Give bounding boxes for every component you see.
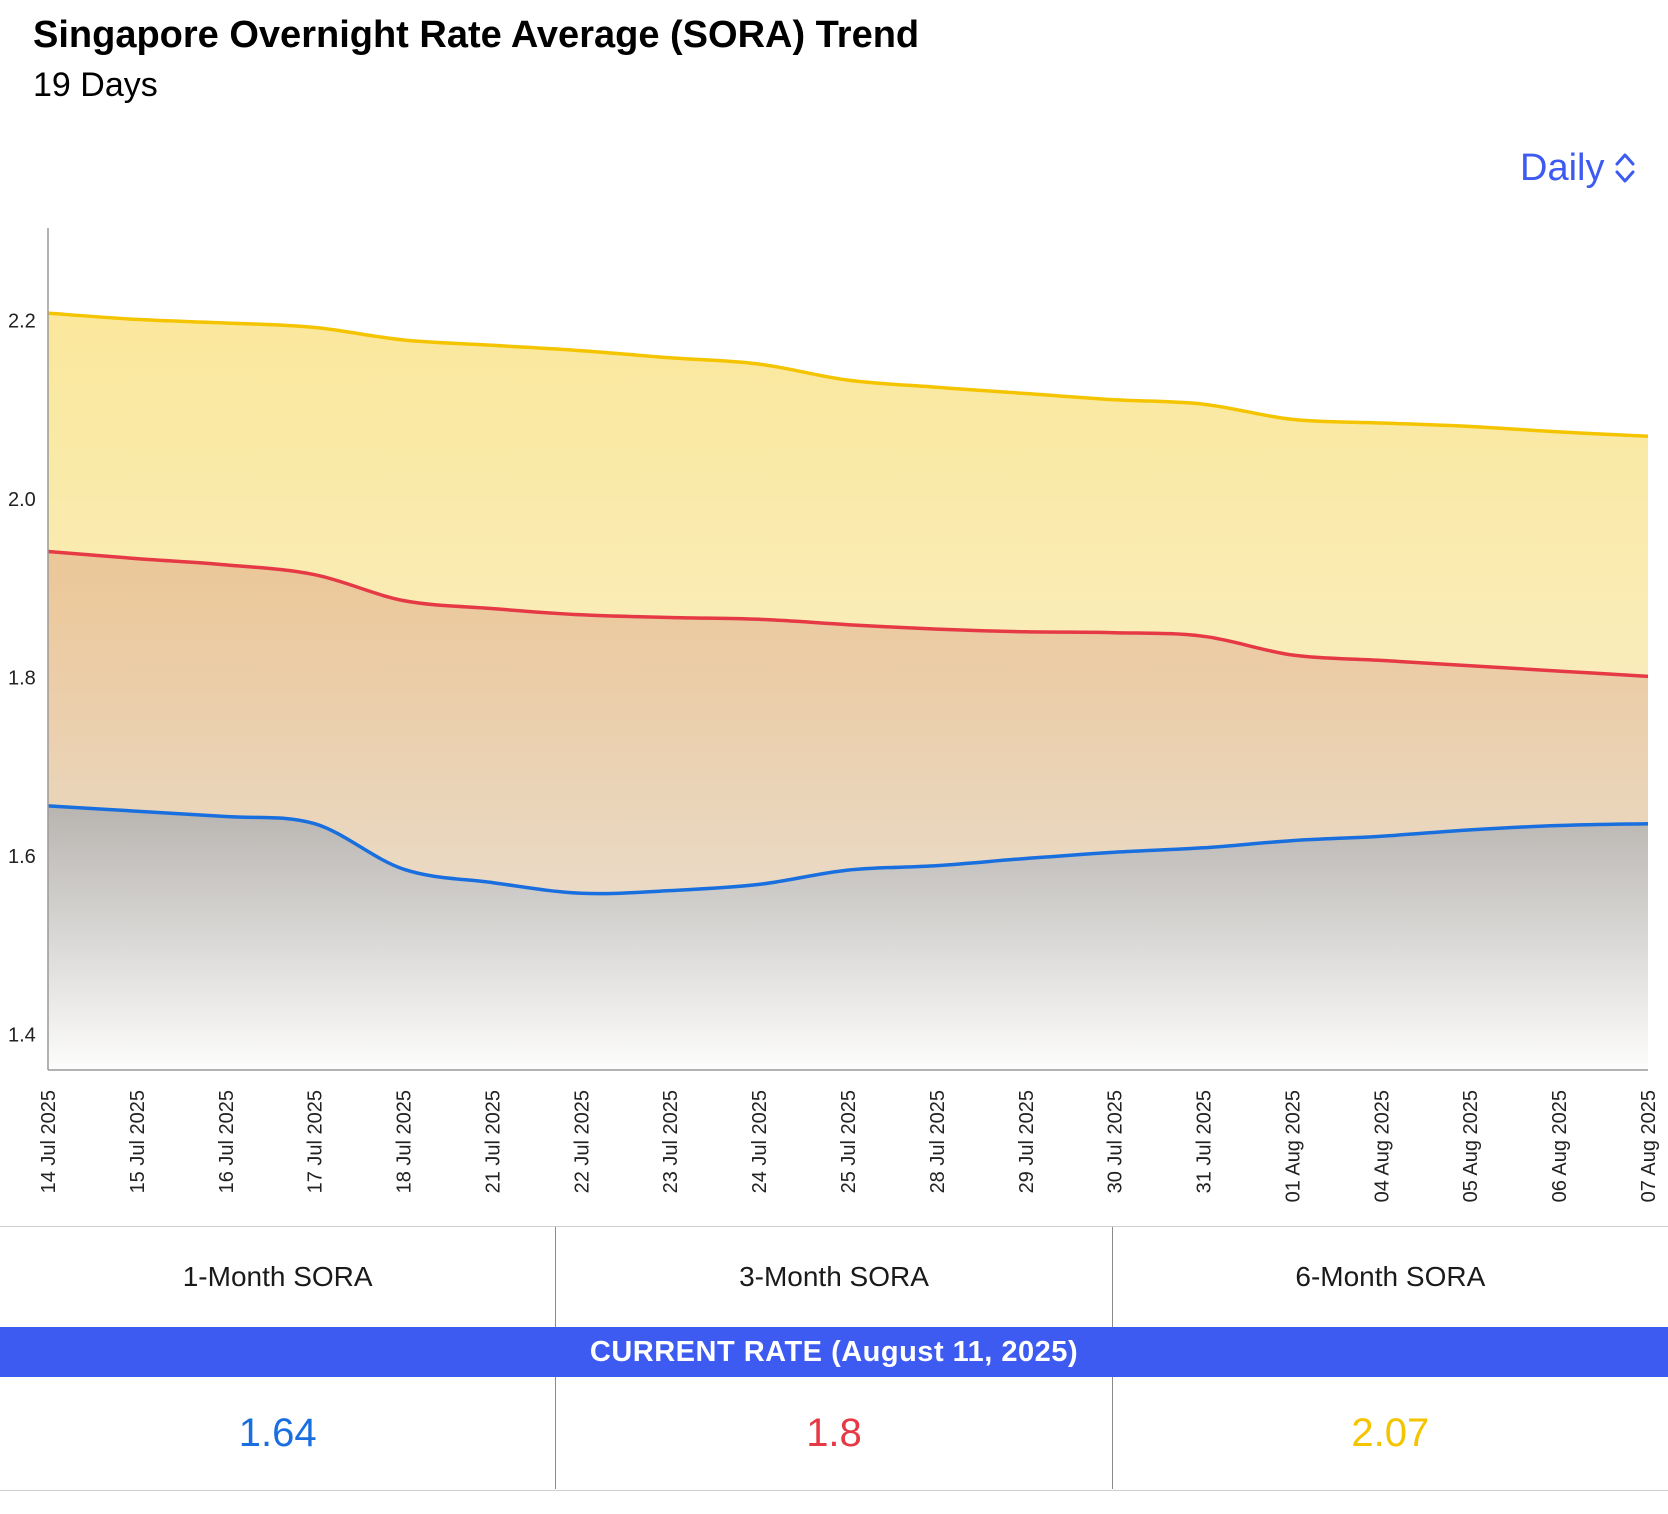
- x-tick-label: 24 Jul 2025: [749, 1090, 771, 1193]
- value-6-month-sora: 2.07: [1111, 1377, 1668, 1489]
- value-3-month-sora: 1.8: [555, 1377, 1111, 1489]
- x-tick-label: 06 Aug 2025: [1549, 1090, 1571, 1202]
- value-1-month-sora: 1.64: [238, 1410, 317, 1455]
- page-subtitle: 19 Days: [33, 66, 158, 104]
- x-tick-label: 25 Jul 2025: [838, 1090, 860, 1193]
- x-tick-label: 17 Jul 2025: [305, 1090, 327, 1193]
- one-month-sora-line: [47, 804, 1649, 896]
- page-title: Singapore Overnight Rate Average (SORA) …: [33, 14, 920, 56]
- y-tick-label: 2.2: [8, 310, 36, 332]
- table-header-row: 1-Month SORA 3-Month SORA 6-Month SORA: [0, 1227, 1668, 1327]
- x-tick-label: 01 Aug 2025: [1282, 1090, 1304, 1202]
- x-tick-label: 18 Jul 2025: [394, 1090, 416, 1193]
- x-tick-label: 07 Aug 2025: [1638, 1090, 1660, 1202]
- x-tick-label: 23 Jul 2025: [660, 1090, 682, 1193]
- x-tick-label: 31 Jul 2025: [1194, 1090, 1216, 1193]
- x-tick-label: 29 Jul 2025: [1016, 1090, 1038, 1193]
- period-selector[interactable]: Daily: [1520, 144, 1636, 192]
- one-month-sora-area: [48, 805, 1648, 1070]
- y-tick-label: 1.8: [8, 667, 36, 689]
- header-1-month-sora: 1-Month SORA: [182, 1261, 373, 1292]
- x-tick-label: 04 Aug 2025: [1371, 1090, 1393, 1202]
- y-tick-label: 1.6: [8, 846, 36, 868]
- header-3-month-sora: 3-Month SORA: [555, 1227, 1111, 1327]
- y-tick-label: 2.0: [8, 489, 36, 511]
- x-tick-label: 05 Aug 2025: [1460, 1090, 1482, 1202]
- six-month-sora-line: [47, 311, 1649, 439]
- sora-rates-table: 1-Month SORA 3-Month SORA 6-Month SORA C…: [0, 1226, 1668, 1491]
- y-tick-label: 1.4: [8, 1024, 36, 1046]
- x-tick-label: 14 Jul 2025: [38, 1090, 60, 1193]
- x-tick-label: 21 Jul 2025: [482, 1090, 504, 1193]
- x-tick-label: 16 Jul 2025: [216, 1090, 238, 1193]
- x-tick-label: 30 Jul 2025: [1105, 1090, 1127, 1193]
- x-tick-label: 28 Jul 2025: [927, 1090, 949, 1193]
- table-value-row: 1.64 1.8 2.07: [0, 1377, 1668, 1489]
- period-selector-label: Daily: [1520, 146, 1605, 189]
- x-tick-label: 15 Jul 2025: [127, 1090, 149, 1193]
- header-6-month-sora: 6-Month SORA: [1111, 1227, 1668, 1327]
- three-month-sora-line: [47, 549, 1649, 679]
- current-rate-banner: CURRENT RATE (August 11, 2025): [0, 1327, 1668, 1377]
- chevron-up-down-icon: [1615, 153, 1635, 183]
- sora-trend-chart: 1.4 1.6 1.8 2.0 2.2 14 Jul 2025 15 Jul 2025 16 …: [8, 228, 1660, 1202]
- x-tick-label: 22 Jul 2025: [571, 1090, 593, 1193]
